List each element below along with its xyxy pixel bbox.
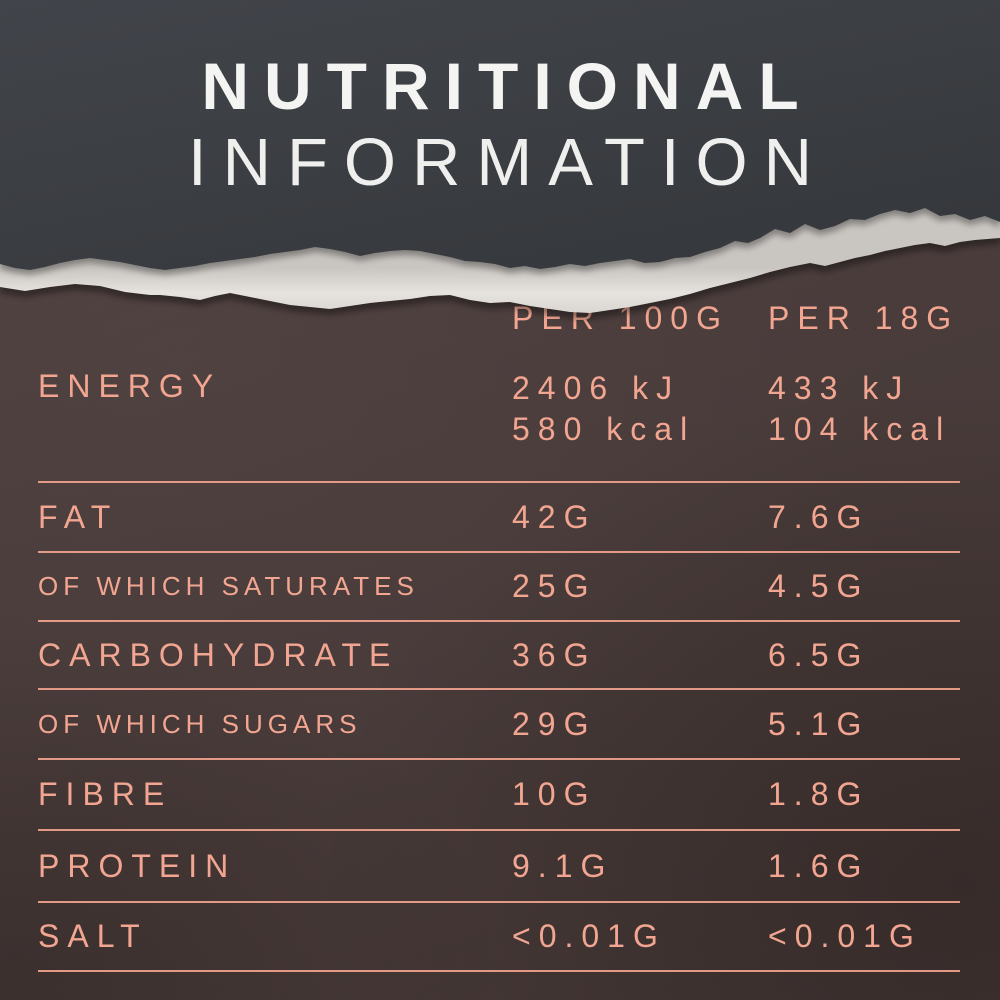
row-label: CARBOHYDRATE [38, 636, 399, 673]
energy-kj-per-18g: 433 kJ [768, 370, 911, 406]
table-row-fibre: FIBRE 10G 1.8G [38, 760, 960, 831]
value-per-18g: 4.5G [768, 568, 870, 604]
table-row-salt: SALT <0.01G <0.01G [38, 903, 960, 972]
row-label: PROTEIN [38, 847, 237, 884]
row-label: FIBRE [38, 776, 173, 812]
value-per-18g: <0.01G [768, 918, 922, 954]
energy-kcal-per-100g: 580 kcal [512, 411, 696, 447]
title-line-1: NUTRITIONAL [201, 49, 814, 123]
value-per-100g: 25G [512, 568, 597, 604]
row-label: OF WHICH SUGARS [38, 708, 362, 739]
value-per-100g: 9.1G [512, 847, 614, 884]
table-row-energy: ENERGY 2406 kJ 580 kcal 433 kJ 104 kcal [38, 346, 960, 483]
value-per-18g: 1.6G [768, 847, 870, 884]
value-per-100g: 36G [512, 636, 597, 673]
table-row-carbohydrate: CARBOHYDRATE 36G 6.5G [38, 622, 960, 690]
value-per-18g: 7.6G [768, 498, 870, 535]
value-per-100g: 2406 kJ 580 kcal [512, 368, 768, 450]
nutrition-table: PER 100G PER 18G ENERGY 2406 kJ 580 kcal… [38, 290, 960, 972]
table-row-sugars: OF WHICH SUGARS 29G 5.1G [38, 690, 960, 760]
row-label: ENERGY [38, 368, 222, 404]
row-label: FAT [38, 498, 119, 535]
value-per-100g: 29G [512, 705, 597, 742]
energy-kj-per-100g: 2406 kJ [512, 370, 681, 406]
page-title: NUTRITIONAL INFORMATION [0, 53, 1000, 196]
value-per-18g: 5.1G [768, 705, 870, 742]
row-label: OF WHICH SATURATES [38, 571, 419, 601]
torn-paper-edge [0, 0, 1000, 319]
value-per-100g: <0.01G [512, 918, 666, 954]
value-per-100g: 42G [512, 498, 597, 535]
value-per-18g: 433 kJ 104 kcal [768, 368, 960, 450]
table-row-saturates: OF WHICH SATURATES 25G 4.5G [38, 553, 960, 622]
value-per-18g: 1.8G [768, 776, 870, 812]
value-per-18g: 6.5G [768, 636, 870, 673]
value-per-100g: 10G [512, 776, 597, 812]
title-line-2: INFORMATION [188, 125, 828, 200]
column-header-per-18g: PER 18G [768, 299, 960, 336]
table-row-fat: FAT 42G 7.6G [38, 483, 960, 553]
row-label: SALT [38, 918, 148, 954]
energy-kcal-per-18g: 104 kcal [768, 411, 952, 447]
table-row-protein: PROTEIN 9.1G 1.6G [38, 831, 960, 903]
